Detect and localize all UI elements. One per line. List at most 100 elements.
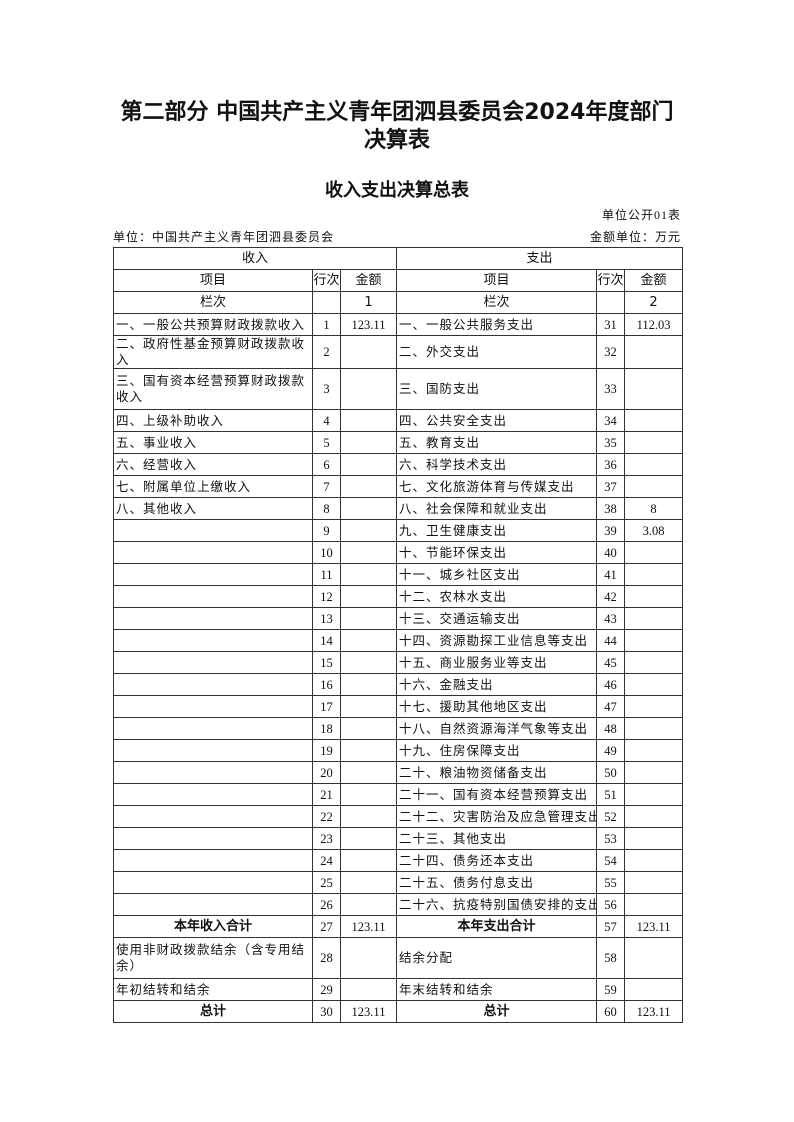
income-amount <box>339 978 398 1001</box>
expense-line-no: 36 <box>596 453 626 476</box>
income-item <box>113 783 313 806</box>
expense-line-no: 35 <box>596 431 626 454</box>
expense-item: 十六、金融支出 <box>396 673 598 696</box>
income-amount <box>339 827 398 850</box>
expense-line-no: 50 <box>596 761 626 784</box>
expense-line-no: 32 <box>596 335 626 369</box>
expense-amount: 123.11 <box>624 915 684 938</box>
expense-amount <box>624 563 684 586</box>
income-amount <box>339 453 398 476</box>
income-line-no: 12 <box>312 585 341 608</box>
income-amount <box>339 475 398 498</box>
income-line-no: 17 <box>312 695 341 718</box>
income-line-no: 16 <box>312 673 341 696</box>
income-item: 四、上级补助收入 <box>113 409 313 432</box>
income-line-no: 10 <box>312 541 341 564</box>
income-item: 使用非财政拨款结余（含专用结余） <box>113 937 313 979</box>
expense-line-no: 40 <box>596 541 626 564</box>
table-row: 七、附属单位上缴收入 7 七、文化旅游体育与传媒支出 37 <box>113 475 684 498</box>
expense-item: 二十三、其他支出 <box>396 827 598 850</box>
income-line-no: 4 <box>312 409 341 432</box>
income-item <box>113 585 313 608</box>
expense-item: 二十、粮油物资储备支出 <box>396 761 598 784</box>
expense-amount <box>624 541 684 564</box>
expense-amount: 123.11 <box>624 1000 684 1023</box>
table-row: 总计 30 123.11 总计 60 123.11 <box>113 1000 684 1023</box>
income-amount: 123.11 <box>339 915 398 938</box>
income-item <box>113 651 313 674</box>
income-line-no: 2 <box>312 335 341 369</box>
expense-item: 九、卫生健康支出 <box>396 519 598 542</box>
income-line-no: 3 <box>312 368 341 410</box>
expense-line-no: 58 <box>596 937 626 979</box>
expense-item: 十、节能环保支出 <box>396 541 598 564</box>
expense-amount <box>624 629 684 652</box>
expense-header: 支出 <box>396 247 684 270</box>
expense-amount: 3.08 <box>624 519 684 542</box>
table-title: 收入支出决算总表 <box>325 180 469 201</box>
income-line-no: 30 <box>312 1000 341 1023</box>
income-line-no: 1 <box>312 313 341 336</box>
expense-amount <box>624 409 684 432</box>
page-title: 第二部分 中国共产主义青年团泗县委员会2024年度部门 <box>120 100 674 125</box>
income-item <box>113 629 313 652</box>
expense-line-no: 51 <box>596 783 626 806</box>
income-item: 三、国有资本经营预算财政拨款收入 <box>113 368 313 410</box>
expense-line-no: 57 <box>596 915 626 938</box>
expense-line-no: 47 <box>596 695 626 718</box>
income-line-no: 29 <box>312 978 341 1001</box>
income-amount <box>339 849 398 872</box>
expense-line-no: 34 <box>596 409 626 432</box>
empty-cell <box>596 291 626 314</box>
income-line-no: 23 <box>312 827 341 850</box>
income-amount <box>339 805 398 828</box>
income-line-no: 7 <box>312 475 341 498</box>
income-line-no: 20 <box>312 761 341 784</box>
income-line-no: 26 <box>312 893 341 916</box>
expense-line-no: 39 <box>596 519 626 542</box>
income-line-no: 28 <box>312 937 341 979</box>
income-amount <box>339 937 398 979</box>
expense-item: 一、一般公共服务支出 <box>396 313 598 336</box>
expense-amount-header: 金额 <box>624 269 684 292</box>
expense-amount <box>624 585 684 608</box>
expense-line-no: 44 <box>596 629 626 652</box>
expense-line-header: 行次 <box>596 269 626 292</box>
table-row: 四、上级补助收入 4 四、公共安全支出 34 <box>113 409 684 432</box>
expense-item: 本年支出合计 <box>396 915 598 938</box>
income-amount: 123.11 <box>339 313 398 336</box>
expense-line-no: 37 <box>596 475 626 498</box>
income-item <box>113 893 313 916</box>
income-line-no: 15 <box>312 651 341 674</box>
expense-item: 总计 <box>396 1000 598 1023</box>
expense-line-no: 53 <box>596 827 626 850</box>
expense-item: 二十六、抗疫特别国债安排的支出 <box>396 893 598 916</box>
expense-amount <box>624 717 684 740</box>
table-row: 18 十八、自然资源海洋气象等支出 48 <box>113 717 684 740</box>
expense-amount <box>624 739 684 762</box>
table-row: 17 十七、援助其他地区支出 47 <box>113 695 684 718</box>
table-row: 13 十三、交通运输支出 43 <box>113 607 684 630</box>
income-line-no: 9 <box>312 519 341 542</box>
expense-amount <box>624 761 684 784</box>
table-row: 23 二十三、其他支出 53 <box>113 827 684 850</box>
table-row: 9 九、卫生健康支出 39 3.08 <box>113 519 684 542</box>
income-amount <box>339 673 398 696</box>
expense-item: 十四、资源勘探工业信息等支出 <box>396 629 598 652</box>
expense-item: 二十四、债务还本支出 <box>396 849 598 872</box>
income-amount: 123.11 <box>339 1000 398 1023</box>
expense-item-header: 项目 <box>396 269 598 292</box>
income-amount <box>339 629 398 652</box>
expense-item: 六、科学技术支出 <box>396 453 598 476</box>
expense-amount <box>624 431 684 454</box>
income-item <box>113 607 313 630</box>
income-item <box>113 541 313 564</box>
income-item: 七、附属单位上缴收入 <box>113 475 313 498</box>
empty-cell <box>312 291 341 314</box>
expense-item: 十七、援助其他地区支出 <box>396 695 598 718</box>
income-amount <box>339 519 398 542</box>
table-row: 一、一般公共预算财政拨款收入 1 123.11 一、一般公共服务支出 31 112.03 <box>113 313 684 336</box>
expense-line-no: 43 <box>596 607 626 630</box>
table-row: 二、政府性基金预算财政拨款收入 2 二、外交支出 32 <box>113 335 684 369</box>
income-line-no: 24 <box>312 849 341 872</box>
